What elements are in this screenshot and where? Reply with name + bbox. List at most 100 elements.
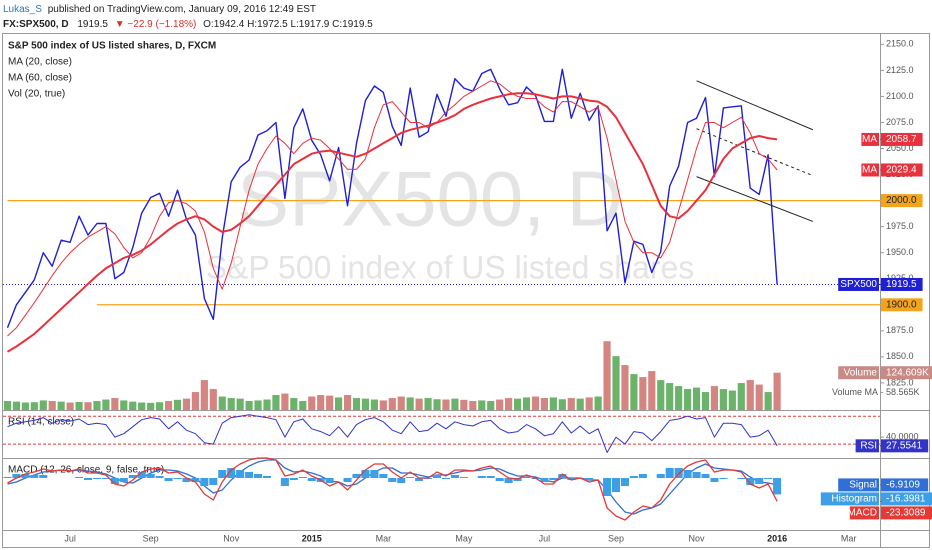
histogram-bar [182, 478, 191, 482]
volume-bar [182, 398, 191, 410]
badge-value: 2029.4 [886, 165, 917, 176]
x-tick-label: Nov [223, 533, 240, 543]
badge-box [881, 492, 932, 506]
series-line [7, 459, 778, 515]
volume-bar [549, 397, 557, 410]
x-tick-label: 2015 [302, 533, 322, 543]
legend-entry: Vol (20, true) [8, 89, 65, 100]
series-line [6, 92, 778, 353]
histogram-bar [21, 474, 30, 478]
volume-bar [254, 400, 262, 410]
volume-bar [657, 380, 665, 410]
volume-bar [343, 395, 352, 410]
badge-name-box [838, 277, 879, 291]
volume-bar [513, 398, 522, 410]
volume-bar [281, 393, 289, 410]
price-badge: -6.9109 Signal [838, 478, 929, 492]
histogram-bar [280, 478, 289, 486]
volume-bar [111, 398, 119, 410]
badge-name: MACD [848, 508, 877, 519]
volume-bar [755, 384, 763, 410]
volume-bar [433, 399, 441, 410]
volume-bar [701, 392, 710, 410]
histogram-bar [549, 478, 558, 480]
x-tick-label: Mar [841, 533, 857, 543]
price-badge: -23.3089 MACD [848, 500, 932, 520]
histogram-bar [155, 476, 164, 478]
volume-bar [200, 380, 208, 410]
volume-bar [218, 396, 226, 410]
x-tick-label: Mar [376, 533, 392, 543]
badge-name: Volume [844, 367, 878, 378]
y-tick-label: 2100.0 [886, 91, 914, 101]
volume-bar [567, 398, 575, 410]
volume-bar [156, 402, 164, 410]
volume-bar [299, 401, 307, 410]
histogram-bar [325, 478, 334, 483]
volume-bar [666, 383, 674, 410]
volume-bar [630, 374, 638, 410]
histogram-bar [83, 478, 93, 480]
histogram-bar [585, 478, 594, 480]
histogram-bar [406, 477, 415, 478]
histogram-bar [245, 472, 254, 478]
histogram-bar [218, 470, 227, 478]
volume-bar [84, 402, 92, 410]
panel-title: RSI (14, close) [8, 417, 74, 428]
volume-bar [290, 398, 298, 410]
volume-bar [684, 389, 692, 410]
histogram-bar [710, 478, 719, 482]
volume-bar [272, 395, 280, 410]
x-tick-label: May [455, 533, 473, 543]
histogram-bar [30, 475, 39, 478]
volume-bar [30, 402, 38, 410]
badge-value: 2000.0 [886, 195, 917, 206]
histogram-bar [441, 478, 451, 479]
volume-bar [397, 396, 405, 410]
series-line [7, 457, 778, 521]
frame [2, 33, 930, 548]
histogram-bar [110, 478, 119, 484]
volume-ma-value: 58.565K [886, 387, 920, 397]
histogram-bar [254, 474, 263, 478]
histogram-bar [558, 474, 567, 478]
volume-bar [75, 401, 83, 410]
badge-name: SPX500 [840, 279, 877, 290]
series-line [7, 414, 778, 453]
volume-bar [48, 401, 56, 410]
volume-bar [451, 398, 459, 410]
badge-box [881, 277, 923, 291]
histogram-bar [75, 477, 84, 478]
badge-value: 1919.5 [886, 279, 917, 290]
volume-bar [478, 400, 486, 410]
volume-bar [773, 372, 781, 410]
volume-bar [227, 398, 235, 410]
histogram-bar [477, 476, 486, 478]
volume-ma-name: Volume MA [832, 387, 878, 397]
histogram-bar [764, 478, 773, 479]
histogram-bar [522, 477, 531, 478]
histogram-bar [209, 478, 218, 485]
histogram-bar [164, 478, 173, 481]
volume-bar [138, 402, 146, 410]
volume-bar [442, 399, 450, 410]
histogram-bar [638, 474, 647, 478]
publish-line: Lukas_S published on TradingView.com, Ja… [3, 4, 316, 15]
volume-bar [388, 398, 396, 410]
volume-bar [522, 397, 531, 410]
volume-bar [531, 396, 540, 410]
volume-bar [93, 401, 101, 410]
badge-box [881, 366, 932, 380]
histogram-bar [262, 476, 272, 478]
badge-name-box [820, 492, 879, 506]
badge-name-box [855, 439, 879, 453]
histogram-bar [415, 478, 424, 481]
badge-name-box [861, 132, 879, 146]
price-badge: 1919.5 SPX500 [838, 277, 923, 291]
volume-bar [335, 397, 343, 410]
badge-value: -16.3981 [886, 494, 926, 505]
histogram-bar [101, 478, 110, 479]
author[interactable]: Lukas_S [3, 4, 42, 15]
price-badge: 1900.0 [880, 298, 923, 312]
badge-name-box [838, 366, 879, 380]
